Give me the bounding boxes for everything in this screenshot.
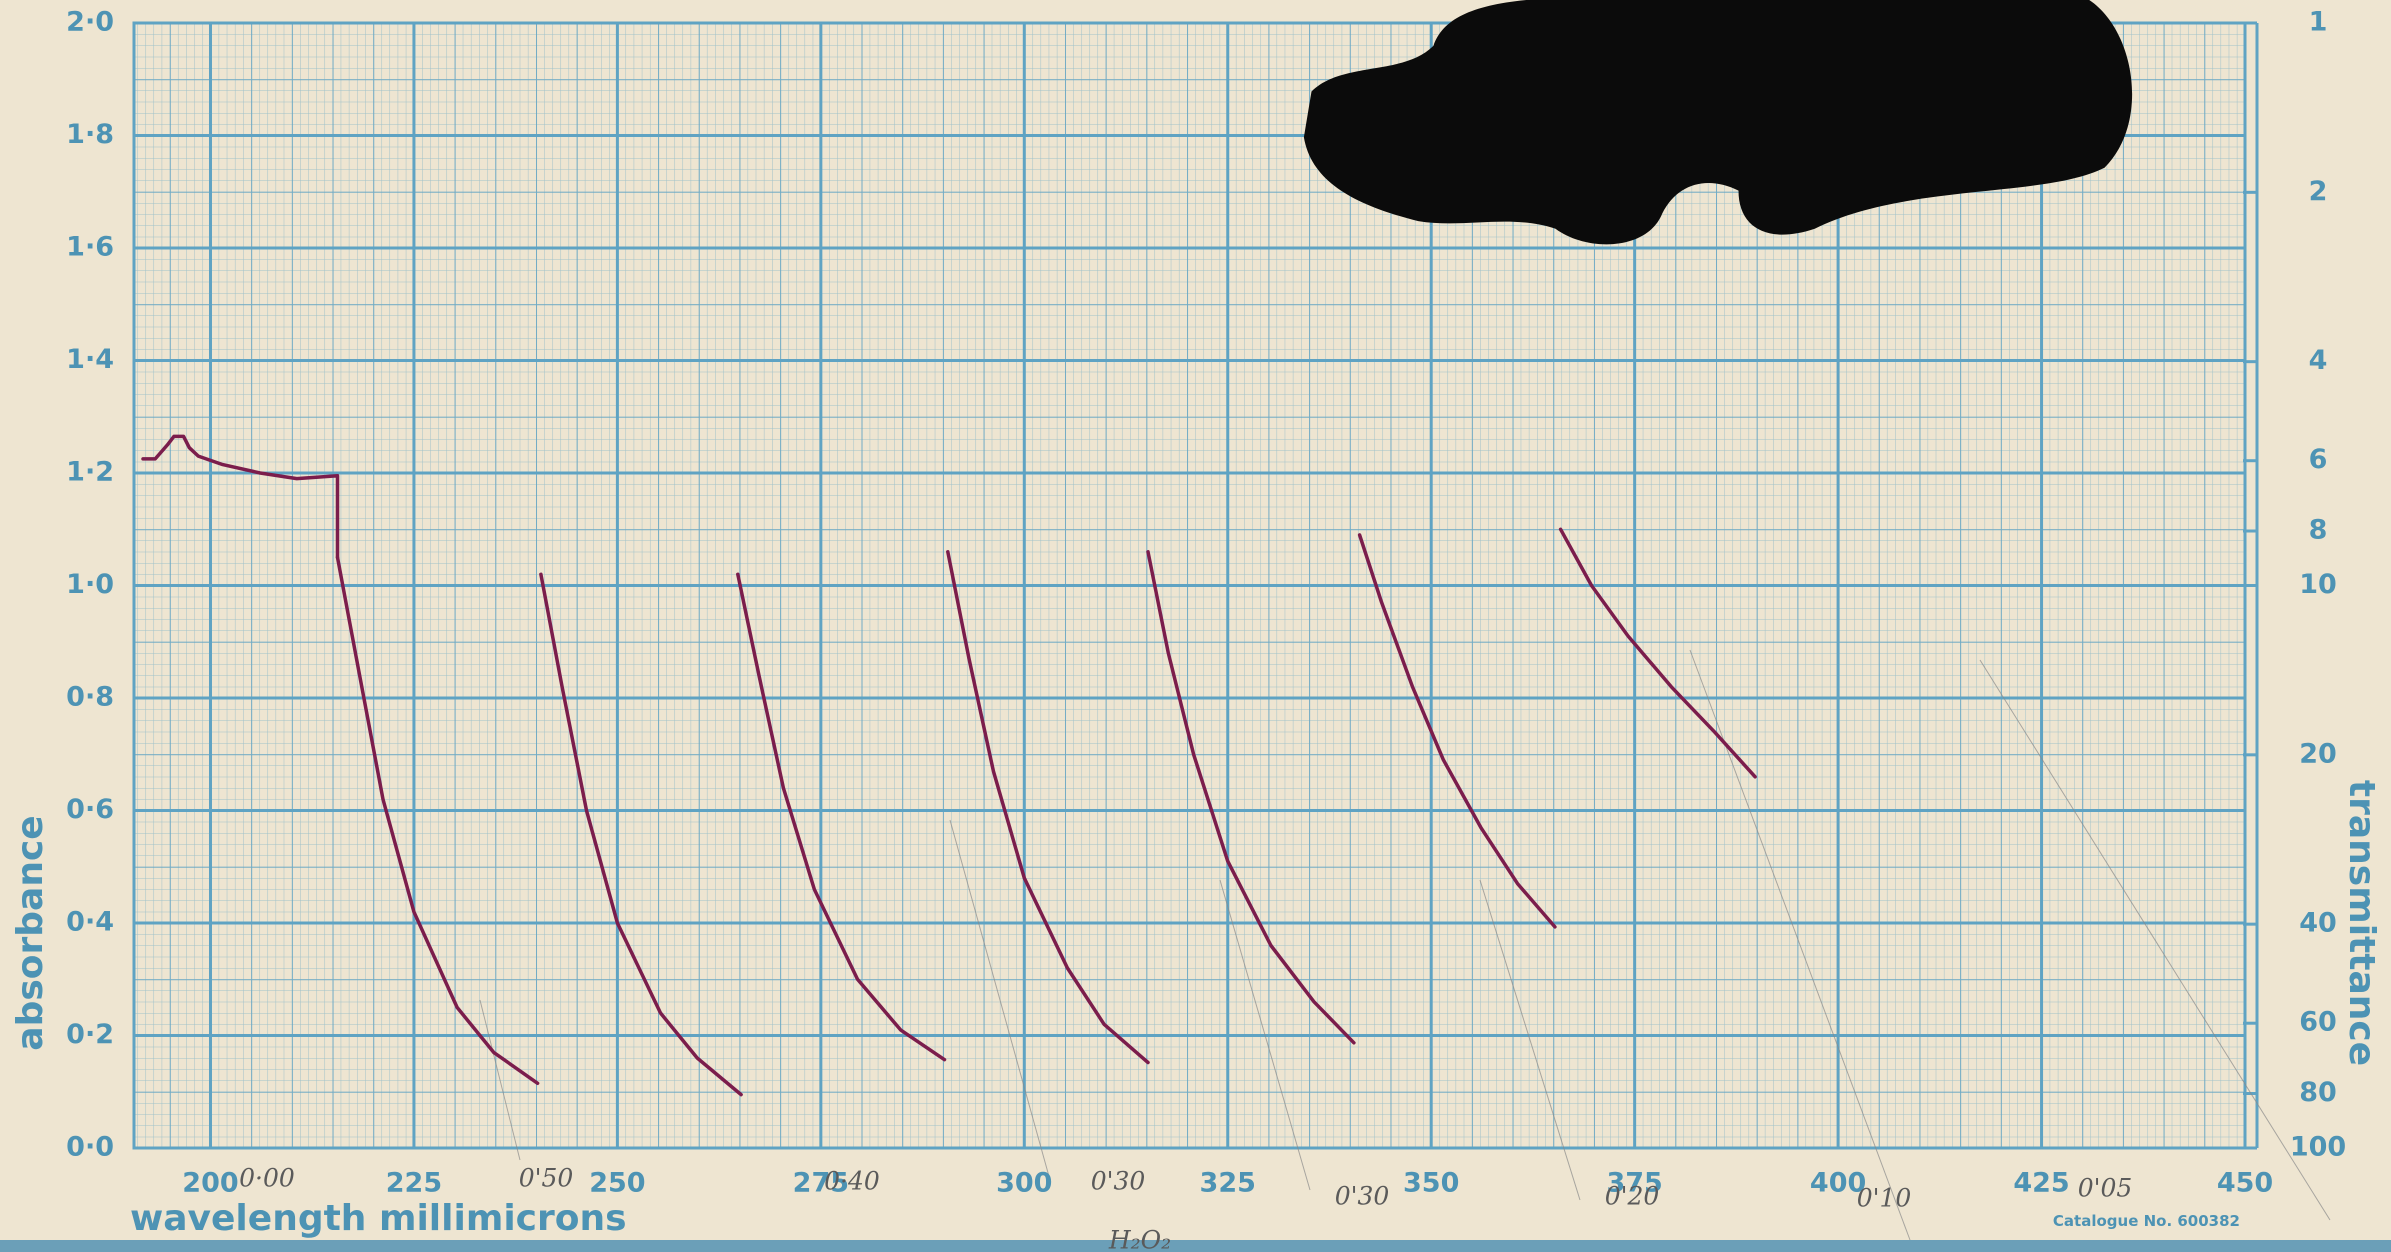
- y-tick-label: 0·4: [66, 907, 114, 938]
- annotation: 0·00: [239, 1164, 295, 1193]
- y2-tick-label: 60: [2299, 1007, 2337, 1038]
- catalogue-number: Catalogue No. 600382: [2053, 1212, 2240, 1230]
- annotation: H₂O₂: [1108, 1226, 1171, 1252]
- x-tick-label: 450: [2217, 1168, 2273, 1199]
- y2-tick-label: 6: [2309, 444, 2328, 475]
- trace: [335, 555, 540, 1086]
- y-tick-label: 0·2: [66, 1019, 114, 1050]
- y-tick-label: 1·2: [66, 457, 114, 488]
- trace: [539, 572, 743, 1097]
- annotation: 0'10: [1857, 1184, 1912, 1213]
- y2-tick-label: 8: [2309, 514, 2328, 545]
- y2-axis-label: transmittance: [2341, 780, 2382, 1066]
- bottom-strip: [0, 1240, 2391, 1252]
- trace: [946, 550, 1150, 1065]
- x-tick-label: 350: [1403, 1168, 1459, 1199]
- trace: [1558, 527, 1757, 779]
- y2-tick-label: 20: [2299, 738, 2337, 769]
- pencil-lines: [479, 649, 2331, 1241]
- annotation: 0'30: [1335, 1182, 1390, 1211]
- y-tick-label: 2·0: [66, 7, 114, 38]
- x-tick-label: 300: [996, 1168, 1052, 1199]
- x-tick-label: 200: [182, 1168, 238, 1199]
- y-tick-label: 0·0: [66, 1132, 114, 1163]
- x-tick-label: 225: [386, 1168, 442, 1199]
- y2-tick-label: 10: [2299, 569, 2337, 600]
- annotation: 0'05: [2078, 1174, 2133, 1203]
- y2-tick-label: 1: [2309, 7, 2328, 38]
- y-tick-label: 1·6: [66, 232, 114, 263]
- annotation: 0·40: [824, 1167, 880, 1196]
- y-tick-label: 1·0: [66, 569, 114, 600]
- x-tick-label: 400: [1810, 1168, 1866, 1199]
- x-axis-label: wavelength millimicrons: [130, 1198, 627, 1239]
- y-tick-label: 1·4: [66, 344, 114, 375]
- ink-blot: [1303, 0, 2133, 245]
- trace: [141, 434, 340, 560]
- trace: [736, 572, 947, 1062]
- trace: [1146, 550, 1356, 1045]
- y2-tick-label: 2: [2309, 176, 2328, 207]
- y2-tick-label: 80: [2299, 1077, 2337, 1108]
- y2-tick-label: 40: [2299, 908, 2337, 939]
- y-tick-label: 1·8: [66, 119, 114, 150]
- x-tick-label: 275: [793, 1168, 849, 1199]
- y2-tick-label: 4: [2309, 345, 2328, 376]
- y2-tick-label: 100: [2290, 1132, 2346, 1163]
- x-tick-label: 425: [2013, 1168, 2069, 1199]
- grid: [132, 21, 2259, 1150]
- plot-area: [141, 434, 1757, 1097]
- annotation: 0'20: [1605, 1182, 1660, 1211]
- annotation: 0'50: [519, 1164, 574, 1193]
- y-tick-label: 0·6: [66, 794, 114, 825]
- x-tick-label: 325: [1200, 1168, 1256, 1199]
- x-tick-label: 375: [1606, 1168, 1662, 1199]
- y-axis-label: absorbance: [10, 815, 51, 1050]
- x-tick-label: 250: [589, 1168, 645, 1199]
- y-tick-label: 0·8: [66, 682, 114, 713]
- annotation: 0'30: [1091, 1167, 1146, 1196]
- trace: [1357, 533, 1557, 929]
